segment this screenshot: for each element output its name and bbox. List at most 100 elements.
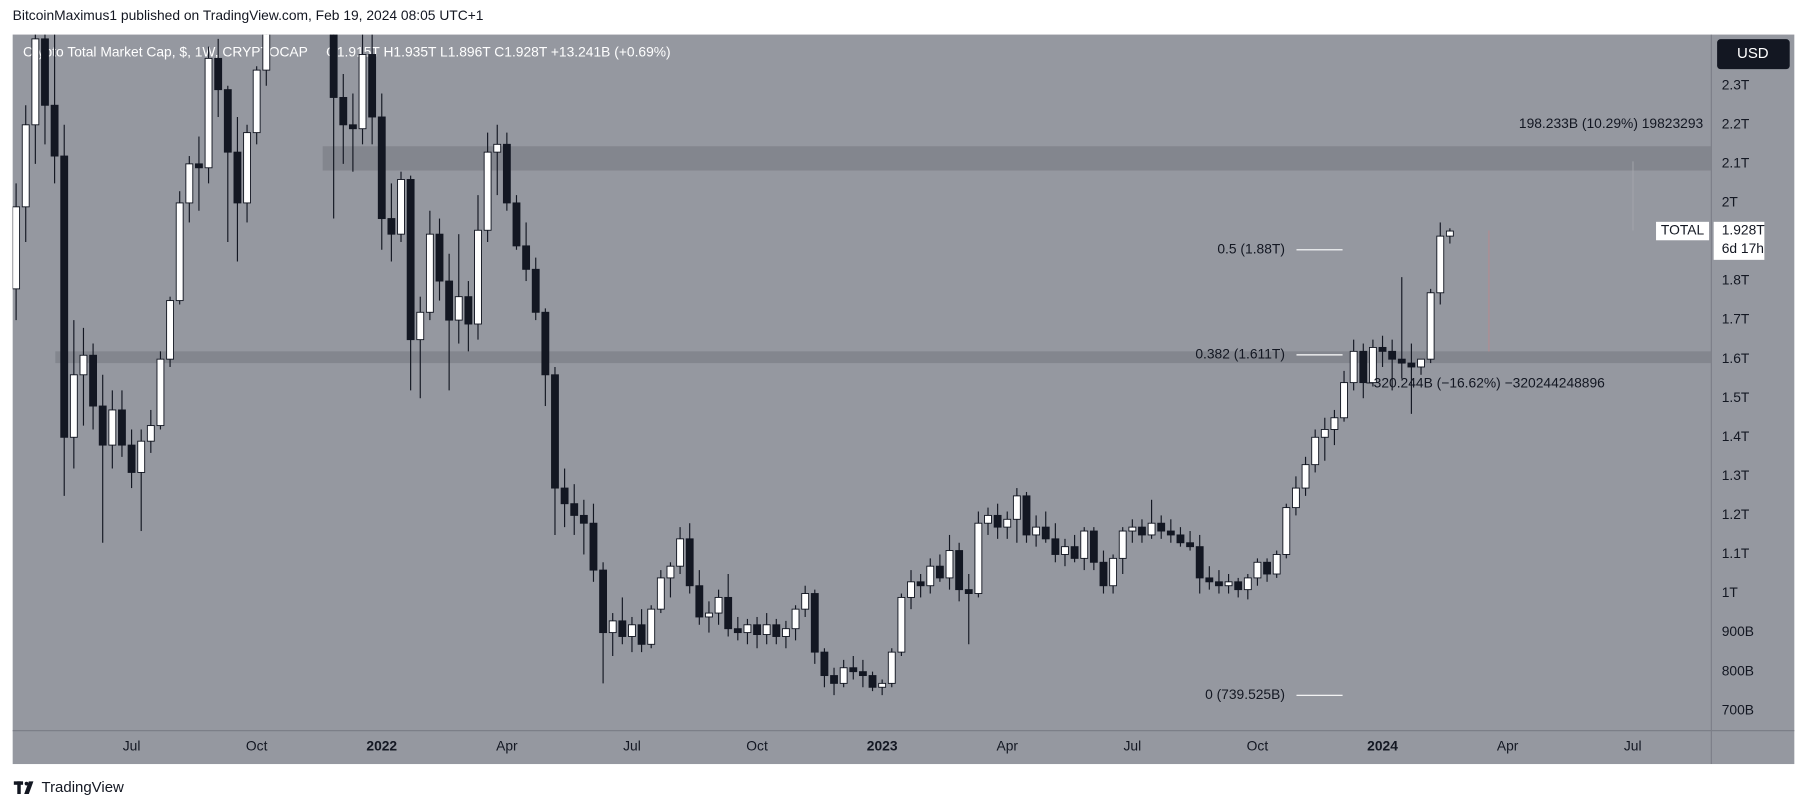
chart-title: Crypto Total Market Cap, $, 1W, CRYPTOCA… [23,44,308,60]
candle-body [1128,526,1137,532]
y-tick-label: 700B [1722,701,1754,717]
candle-body [1243,577,1252,591]
candle-body [1407,362,1416,368]
candle-body [146,425,155,442]
candle-body [50,104,59,157]
logo-dot [24,781,29,786]
series-tag-box [1656,221,1710,241]
candle-body [108,409,117,446]
candle-body [1359,350,1368,384]
candle-body [830,675,838,684]
candle-body [1224,581,1233,587]
candle-body [348,124,357,130]
candle-body [714,596,723,614]
candle-body [1157,522,1166,532]
candle-body [223,89,232,153]
candle-body [647,608,656,645]
y-tick-label: 1.1T [1722,545,1750,561]
candle-body [1118,530,1127,559]
candle-body [1003,518,1012,528]
candle-body [628,624,636,637]
currency-button[interactable] [1717,39,1790,70]
y-tick-label: 1.2T [1722,506,1750,522]
candle-body [1445,230,1454,237]
x-tick-label: Apr [996,737,1018,753]
currency-label[interactable]: USD [1737,45,1769,62]
candle-body [1253,561,1262,579]
candle-body [695,585,704,618]
candle-body [1311,436,1320,466]
candle-body [810,593,819,653]
candle-body [839,667,848,684]
candle-body [551,374,559,489]
candle-body [1301,464,1310,489]
candle-body [599,569,608,634]
y-tick-label: 1.5T [1722,389,1750,405]
candle-body [579,514,588,524]
candle-body [1272,554,1281,575]
publisher-line: BitcoinMaximus1 published on TradingView… [13,7,484,23]
zone [322,146,1712,171]
candle-body [195,163,203,169]
candle-body [907,581,915,598]
candle-body [127,444,136,473]
candle-body [993,514,1002,528]
candle-body [233,151,242,204]
y-tick-label: 2.2T [1722,115,1750,131]
candle-body [1051,538,1060,555]
candle-body [1061,546,1069,555]
candle-body [243,132,251,204]
y-tick-label: 800B [1722,662,1754,678]
candle-body [984,514,992,524]
candle-body [502,143,511,204]
candle-body [935,565,944,579]
candle-body [1292,487,1300,509]
candle-body [541,311,550,376]
x-tick-label: Jul [1124,737,1142,753]
candle-body [570,503,579,516]
candle-body [156,358,165,427]
candle-body [1138,526,1146,536]
candle-body [666,565,675,579]
candle-body [21,124,30,208]
candle-body [849,667,858,673]
candle-body [368,54,377,118]
candle-body [560,487,569,505]
candle-body [618,620,627,637]
y-tick-label: 2.1T [1722,155,1750,171]
candle-body [1349,350,1358,384]
candle-body [118,409,126,446]
candle-body [887,651,896,684]
candle-body [1378,346,1387,352]
candle-body [1215,581,1223,587]
candle-body [1282,507,1291,555]
candle-body [1320,429,1329,438]
y-tick-label: 1.7T [1722,311,1750,327]
x-tick-label: 2024 [1367,737,1398,753]
candle-body [1041,526,1050,540]
candle-body [531,268,540,313]
fib-label: 0.382 (1.611T) [1195,346,1285,362]
candle-body [753,624,761,636]
candle-body [60,155,69,438]
y-tick-label: 1.3T [1722,467,1750,483]
candle-body [1166,530,1175,536]
candle-body [483,151,492,231]
candle-body [868,675,877,688]
candle-body [1089,530,1098,563]
candle-body [69,374,78,438]
candle-body [1368,346,1377,384]
candle-body [1263,561,1271,575]
candle-body [474,229,482,325]
candle-body [454,296,463,321]
y-tick-label: 1.8T [1722,272,1750,288]
candle-body [137,440,146,473]
candle-body [878,682,887,688]
candle-body [705,612,713,618]
candle-body [89,354,98,407]
y-tick-label: 900B [1722,623,1754,639]
candle-body [1186,542,1194,548]
candle-body [782,628,790,637]
chart-background [12,34,1795,765]
